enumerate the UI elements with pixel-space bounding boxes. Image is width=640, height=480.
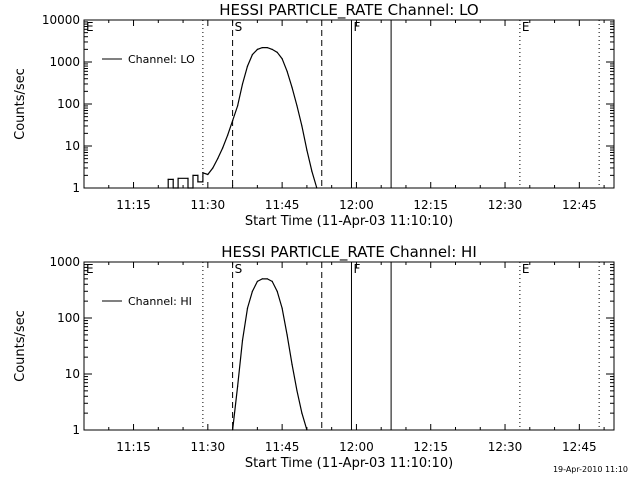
data-point	[291, 363, 293, 365]
data-point	[286, 334, 288, 336]
event-marker-label: S	[235, 262, 243, 276]
data-point	[311, 170, 313, 172]
data-point	[212, 167, 214, 169]
event-marker-label: E	[522, 20, 530, 34]
event-marker-label: F	[353, 262, 360, 276]
y-tick-label: 1000	[49, 55, 80, 69]
data-point	[256, 280, 258, 282]
y-axis-label: Counts/sec	[13, 310, 28, 382]
y-axis-label: Counts/sec	[13, 68, 28, 140]
x-axis-label: Start Time (11-Apr-03 11:10:10)	[245, 456, 453, 471]
data-point	[276, 290, 278, 292]
x-tick-label: 11:45	[265, 198, 300, 212]
series-line	[167, 46, 318, 189]
chart-title: HESSI PARTICLE_RATE Channel: HI	[221, 243, 477, 262]
data-point	[241, 339, 244, 341]
x-axis-label: Start Time (11-Apr-03 11:10:10)	[245, 214, 453, 229]
y-tick-label: 100	[57, 97, 80, 111]
data-point	[187, 177, 189, 179]
x-tick-label: 11:15	[116, 198, 151, 212]
event-marker-label: E	[86, 20, 94, 34]
event-marker-label: S	[235, 20, 243, 34]
data-point	[217, 158, 219, 160]
data-point	[306, 429, 308, 431]
data-point	[241, 83, 244, 85]
data-point	[202, 181, 204, 183]
plot-frame	[83, 261, 615, 431]
data-point	[316, 187, 318, 189]
y-tick-label: 1000	[49, 255, 80, 269]
data-point	[187, 187, 189, 189]
data-point	[266, 47, 268, 49]
data-point	[246, 65, 249, 67]
data-point	[237, 105, 239, 107]
data-point	[286, 70, 288, 72]
data-point	[207, 173, 209, 176]
x-tick-label: 11:45	[265, 440, 300, 454]
data-point	[202, 172, 204, 174]
data-point	[291, 86, 293, 88]
x-tick-label: 12:00	[339, 198, 374, 212]
data-point	[232, 120, 234, 122]
data-point	[281, 307, 283, 309]
y-tick-label: 1	[72, 181, 80, 195]
x-tick-label: 12:30	[488, 440, 523, 454]
x-tick-label: 11:30	[191, 440, 226, 454]
data-point	[172, 187, 174, 189]
event-marker-label: E	[522, 262, 530, 276]
y-tick-label: 10000	[42, 13, 80, 27]
data-point	[306, 149, 308, 151]
data-point	[246, 307, 249, 309]
data-point	[271, 48, 273, 51]
data-point	[177, 187, 179, 189]
data-point	[172, 178, 174, 180]
data-point	[251, 290, 253, 292]
data-point	[177, 177, 179, 179]
data-point	[222, 147, 224, 149]
x-tick-label: 12:00	[339, 440, 374, 454]
y-tick-label: 10	[65, 367, 80, 381]
data-point	[296, 105, 298, 107]
data-point	[276, 51, 278, 53]
x-tick-label: 12:45	[562, 198, 597, 212]
data-point	[281, 58, 283, 60]
data-point	[296, 390, 298, 392]
x-tick-label: 12:15	[413, 440, 448, 454]
x-tick-label: 11:15	[116, 440, 151, 454]
data-point	[266, 278, 268, 280]
x-tick-label: 12:45	[562, 440, 597, 454]
y-tick-label: 1	[72, 423, 80, 437]
series-line	[232, 278, 308, 431]
data-point	[256, 48, 258, 51]
data-point	[197, 181, 199, 183]
x-tick-label: 12:15	[413, 198, 448, 212]
data-point	[227, 134, 229, 136]
data-point	[261, 278, 263, 280]
event-marker-label: F	[353, 20, 360, 34]
y-tick-label: 100	[57, 311, 80, 325]
data-point	[232, 429, 234, 431]
data-point	[192, 187, 194, 189]
data-point	[237, 385, 239, 387]
footer-timestamp: 19-Apr-2010 11:10	[553, 465, 628, 474]
data-point	[301, 125, 303, 127]
y-tick-label: 10	[65, 139, 80, 153]
x-tick-label: 11:30	[191, 198, 226, 212]
data-point	[301, 412, 303, 414]
x-tick-label: 12:30	[488, 198, 523, 212]
data-point	[251, 54, 253, 56]
data-point	[167, 187, 169, 189]
data-point	[261, 47, 263, 49]
data-point	[197, 174, 199, 176]
data-point	[192, 174, 194, 176]
legend-label: Channel: HI	[128, 295, 192, 308]
data-point	[167, 178, 169, 180]
event-marker-label: E	[86, 262, 94, 276]
chart-title: HESSI PARTICLE_RATE Channel: LO	[219, 1, 478, 20]
data-point	[271, 280, 273, 282]
legend-label: Channel: LO	[128, 53, 195, 66]
plot-frame	[83, 19, 615, 189]
